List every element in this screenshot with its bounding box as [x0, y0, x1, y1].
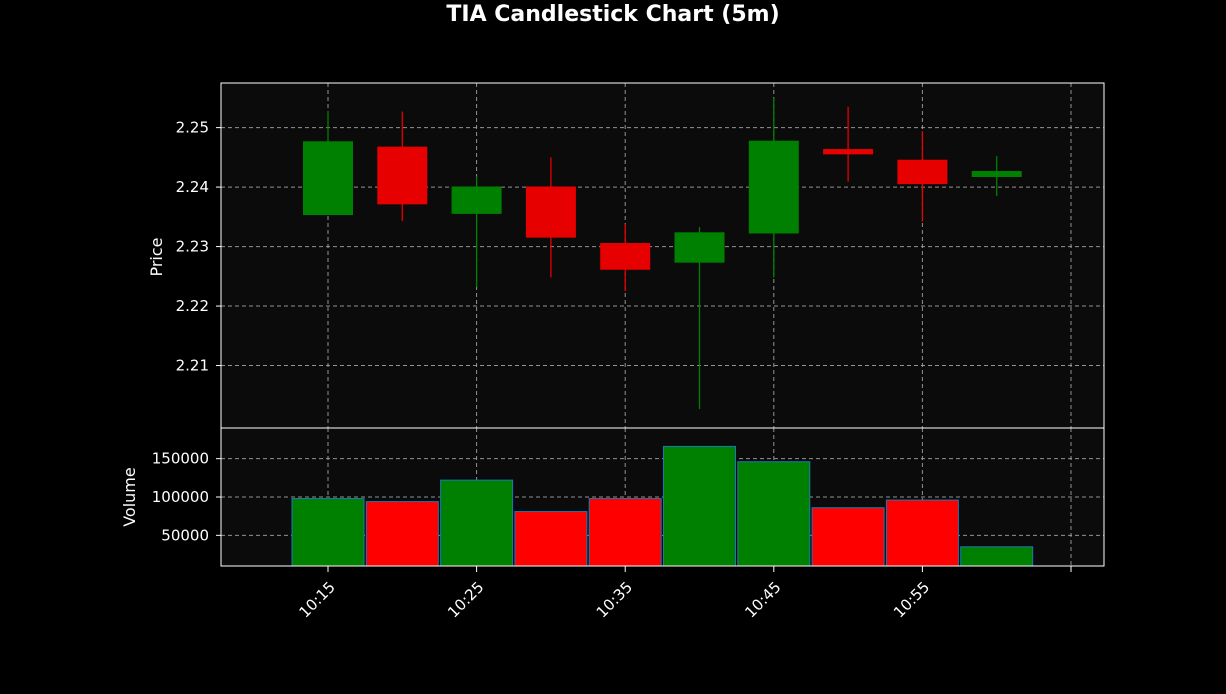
candle-body	[674, 232, 725, 263]
volume-bar	[440, 479, 514, 567]
candles	[303, 97, 1022, 409]
candle-body	[303, 141, 353, 216]
volume-bars	[291, 445, 1034, 567]
candle-body	[451, 186, 502, 214]
candle-body	[748, 140, 799, 234]
chart-title: TIA Candlestick Chart (5m)	[446, 2, 779, 27]
volume-bar	[960, 546, 1034, 567]
volume-bar	[663, 445, 736, 567]
price-axis-label: Price	[147, 237, 166, 276]
price-tick-label: 2.24	[176, 178, 209, 196]
price-tick-label: 2.23	[176, 238, 209, 256]
candle-body	[525, 186, 576, 238]
volume-bar	[291, 498, 365, 567]
price-tick-label: 2.22	[176, 297, 209, 315]
candle-body	[823, 149, 874, 155]
volume-bar	[885, 499, 959, 567]
volume-bar	[811, 507, 885, 567]
volume-tick-label: 100000	[152, 488, 209, 506]
candle-body	[600, 243, 651, 270]
volume-bar	[737, 461, 811, 567]
candle-body	[377, 146, 428, 205]
volume-tick-label: 150000	[152, 450, 209, 468]
candle-body	[971, 171, 1022, 177]
price-tick-label: 2.21	[176, 357, 209, 375]
volume-tick-label: 50000	[161, 526, 209, 544]
price-tick-label: 2.25	[176, 119, 209, 137]
volume-bar	[514, 511, 588, 567]
price-panel	[221, 83, 1104, 428]
volume-bar	[588, 498, 662, 567]
volume-axis-label: Volume	[120, 467, 139, 527]
candle-body	[897, 159, 948, 185]
volume-bar	[365, 501, 439, 567]
